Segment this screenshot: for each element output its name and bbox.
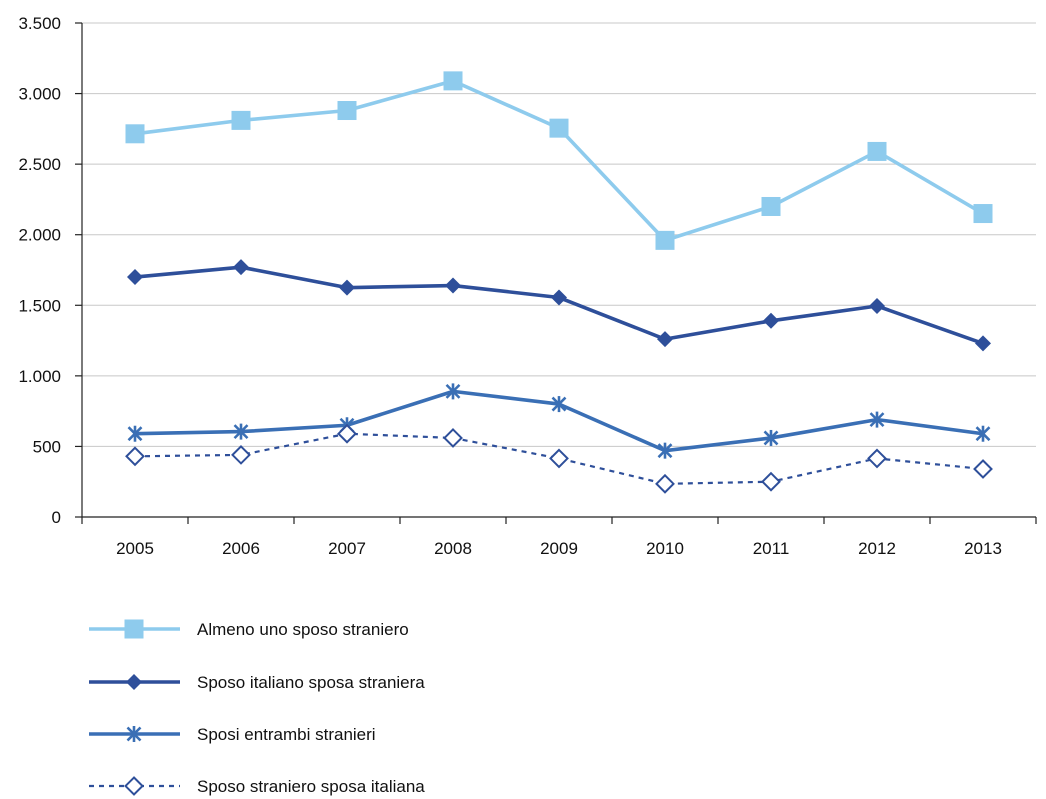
x-tick-label: 2013 <box>964 539 1002 558</box>
x-tick-label: 2009 <box>540 539 578 558</box>
data-point <box>551 396 567 413</box>
data-point <box>339 279 355 296</box>
data-point <box>869 297 885 314</box>
series-line <box>134 79 984 243</box>
y-tick-label: 1.500 <box>18 296 61 315</box>
legend-item-2: Sposo italiano sposa straniera <box>89 673 425 692</box>
data-point <box>125 446 145 467</box>
data-point <box>867 141 887 161</box>
legend-item-4: Sposo straniero sposa italiana <box>89 776 425 796</box>
y-tick-label: 2.500 <box>18 155 61 174</box>
data-point <box>973 204 993 224</box>
data-point <box>231 110 251 130</box>
data-point <box>443 428 463 448</box>
x-tick-label: 2005 <box>116 539 154 558</box>
data-point <box>231 444 251 465</box>
data-point <box>763 312 779 329</box>
series-4 <box>125 423 993 494</box>
data-point <box>869 411 885 428</box>
y-tick-label: 2.000 <box>18 226 61 245</box>
data-point <box>233 259 249 276</box>
data-point <box>549 448 569 469</box>
legend-item-3: Sposi entrambi stranieri <box>89 725 376 744</box>
data-point <box>127 425 143 442</box>
grid <box>82 22 1036 447</box>
y-tick-label: 1.000 <box>18 367 61 386</box>
y-tick-label: 3.000 <box>18 85 61 104</box>
x-tick-label: 2010 <box>646 539 684 558</box>
data-point <box>657 331 673 348</box>
data-point <box>443 71 463 91</box>
data-point <box>655 473 675 494</box>
legend: Almeno uno sposo straniero Sposo italiano… <box>89 619 425 796</box>
data-point <box>549 118 569 138</box>
x-tick-label: 2008 <box>434 539 472 558</box>
legend-label: Sposi entrambi stranieri <box>197 725 376 744</box>
data-point <box>867 448 887 469</box>
data-point <box>975 425 991 442</box>
axes <box>75 22 1037 524</box>
data-point <box>975 335 991 352</box>
data-point <box>445 277 461 294</box>
legend-swatch-marker <box>126 726 142 742</box>
legend-label: Sposo straniero sposa italiana <box>197 777 425 796</box>
series-line <box>134 432 984 485</box>
series-2 <box>127 259 991 352</box>
series-layer <box>125 71 993 494</box>
data-point <box>657 442 673 459</box>
data-point <box>761 196 781 216</box>
data-point <box>445 383 461 400</box>
series-1 <box>125 71 993 250</box>
data-point <box>763 429 779 446</box>
data-point <box>551 289 567 306</box>
y-tick-label: 500 <box>33 437 61 456</box>
x-tick-label: 2012 <box>858 539 896 558</box>
data-point <box>761 471 781 492</box>
legend-label: Almeno uno sposo straniero <box>197 620 409 639</box>
legend-swatch-marker <box>124 776 144 796</box>
y-tick-label: 3.500 <box>18 14 61 33</box>
data-point <box>337 423 357 444</box>
data-point <box>973 459 993 479</box>
data-point <box>127 269 143 286</box>
legend-item-1: Almeno uno sposo straniero <box>89 619 409 639</box>
legend-label: Sposo italiano sposa straniera <box>197 673 425 692</box>
y-tick-label: 0 <box>52 508 61 527</box>
data-point <box>655 230 675 250</box>
x-tick-label: 2011 <box>753 539 790 558</box>
data-point <box>337 101 357 121</box>
legend-swatch-marker <box>124 619 144 639</box>
x-axis-tick-labels: 2005 2006 2007 2008 2009 2010 2011 2012 2013 <box>116 539 1002 558</box>
y-axis-tick-labels: 0 500 1.000 1.500 2.000 2.500 3.000 3.500 <box>18 14 61 527</box>
series-3 <box>127 383 991 459</box>
data-point <box>125 124 145 144</box>
x-tick-label: 2007 <box>328 539 366 558</box>
data-point <box>233 423 249 440</box>
x-tick-label: 2006 <box>222 539 260 558</box>
legend-swatch-marker <box>126 674 142 690</box>
